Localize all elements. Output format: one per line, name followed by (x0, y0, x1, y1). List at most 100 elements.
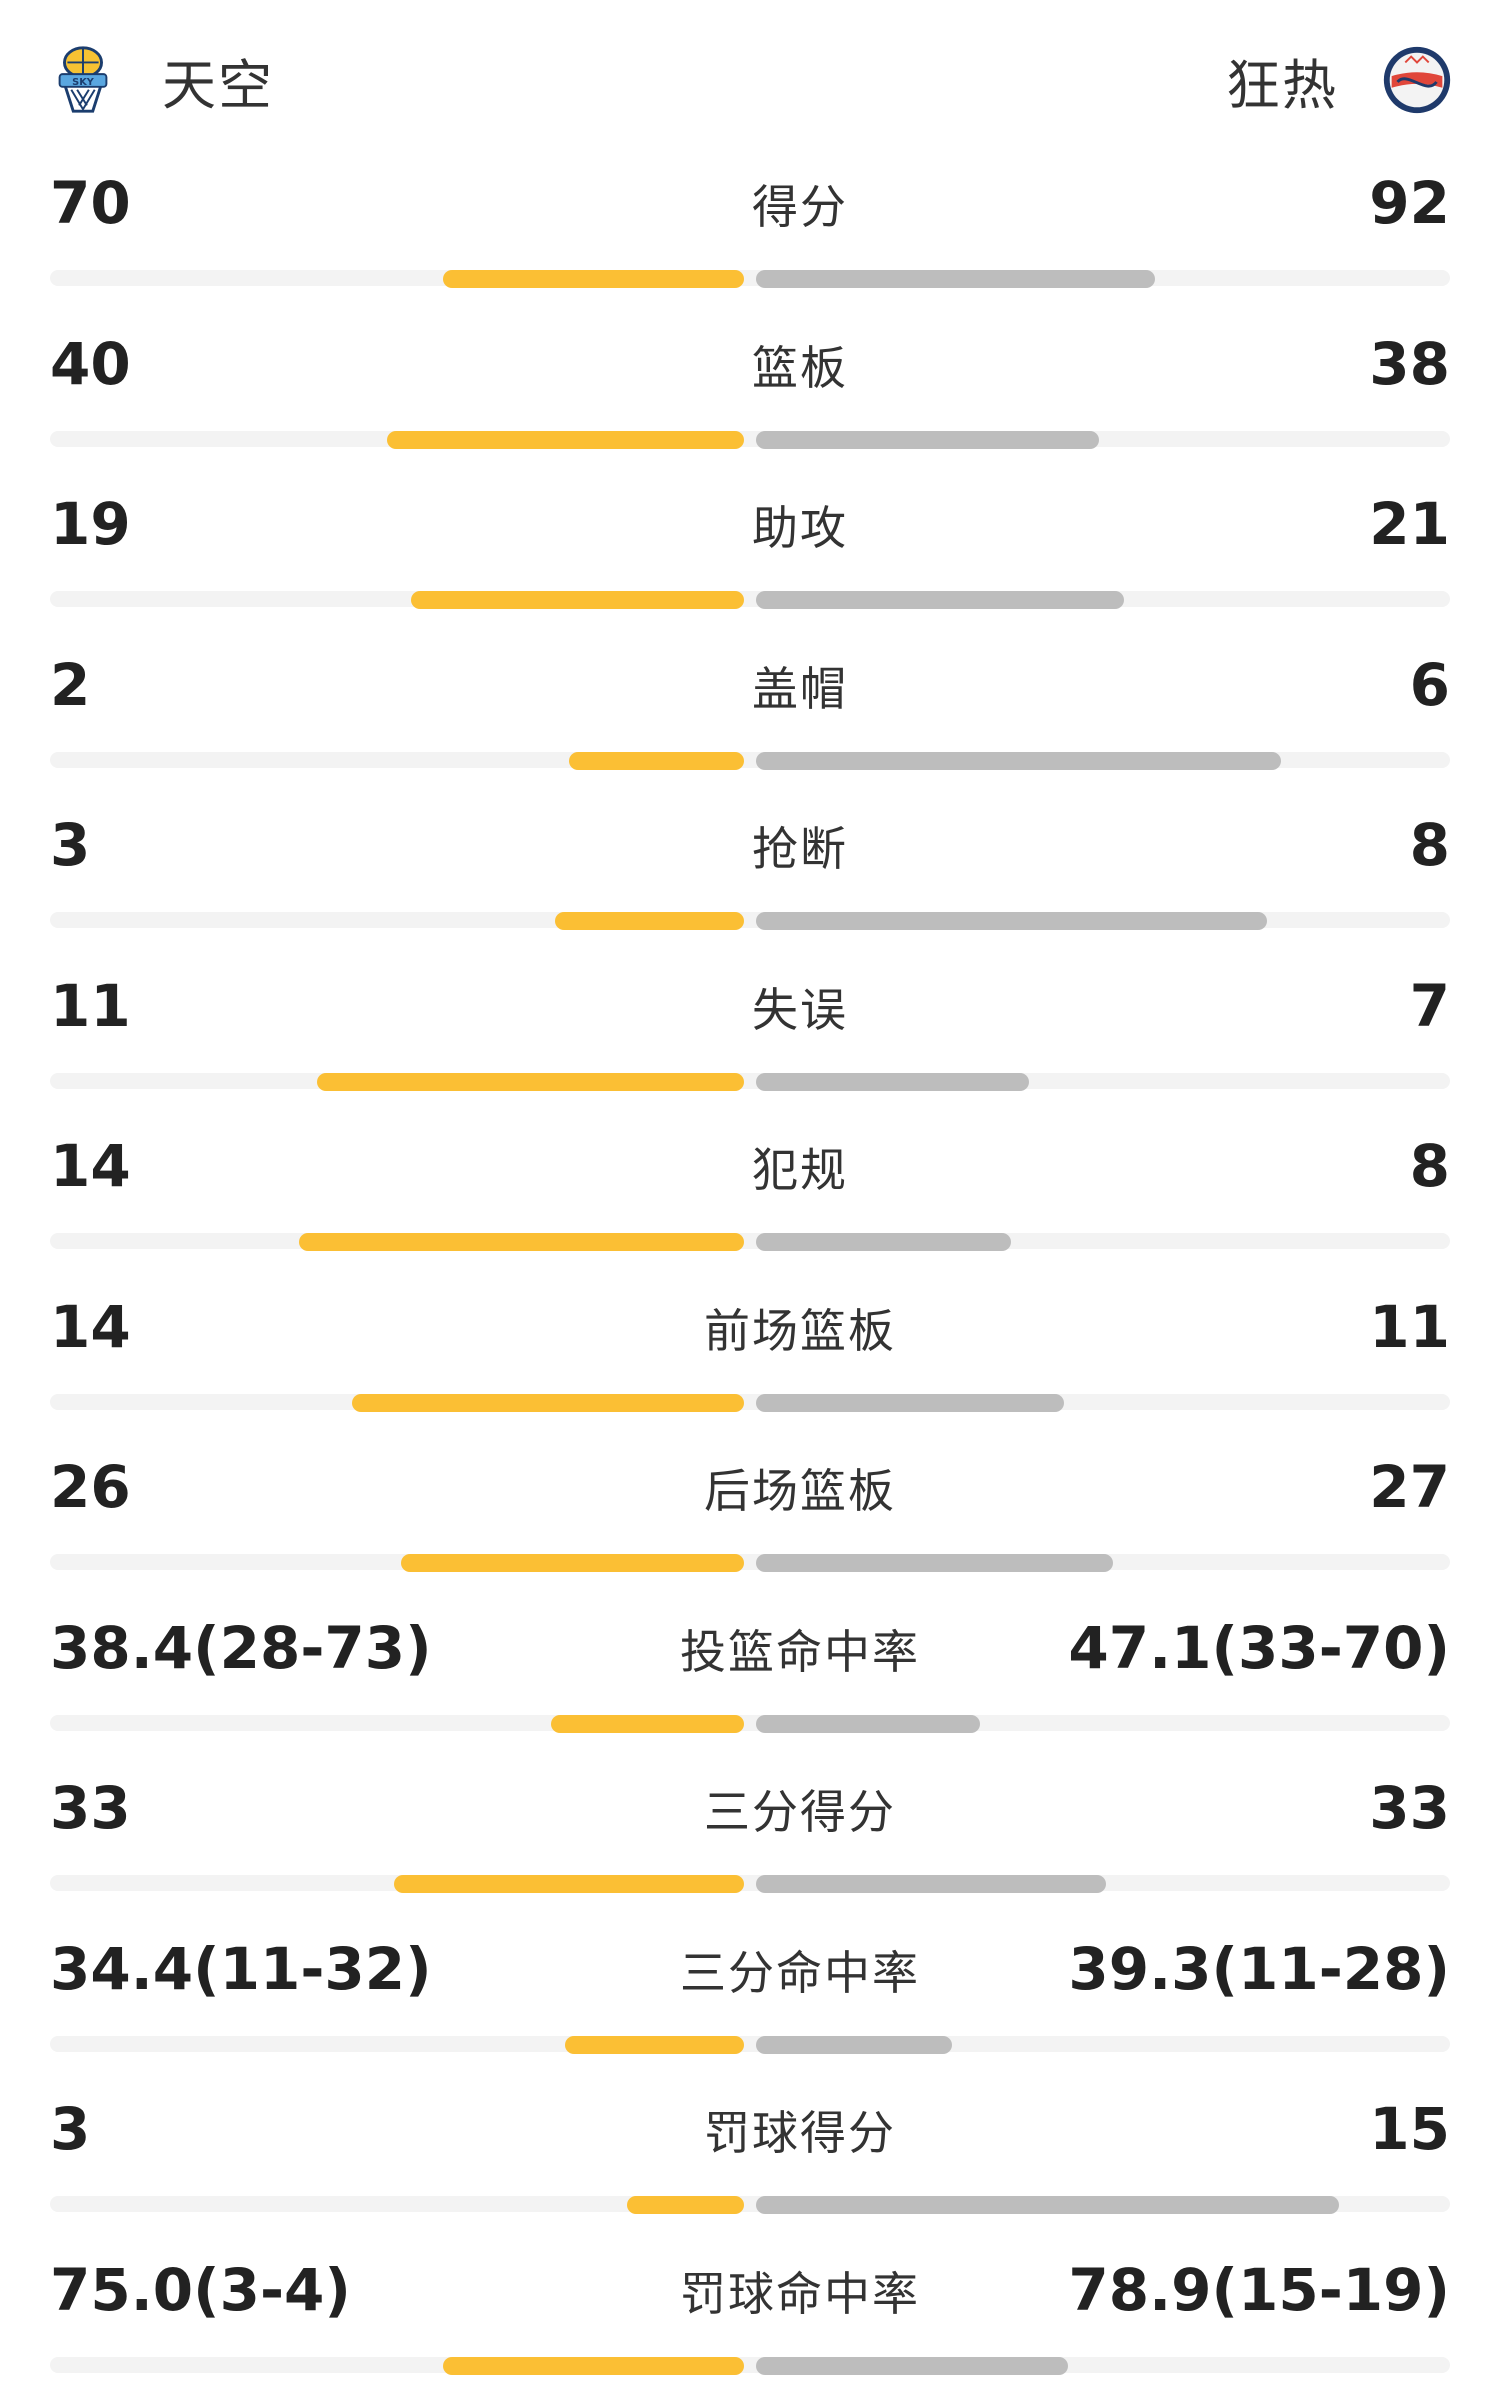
home-stat-bar (299, 1233, 744, 1251)
home-stat-bar (317, 1072, 744, 1091)
stat-row: 33 三分得分 33 (50, 1753, 1450, 1913)
stat-row: 70 得分 92 (50, 148, 1450, 308)
home-stat-value: 33 (50, 1774, 131, 1842)
away-stat-value: 27 (1369, 1453, 1450, 1521)
home-stat-bar (401, 1554, 744, 1572)
home-stat-value: 26 (50, 1453, 131, 1521)
home-stat-value: 3 (50, 2095, 91, 2163)
away-stat-bar (756, 430, 1099, 449)
away-stat-value: 6 (1409, 650, 1450, 719)
away-stat-value: 8 (1409, 811, 1450, 879)
away-stat-bar (756, 1233, 1011, 1251)
home-stat-bar (555, 912, 744, 930)
home-stat-value: 34.4(11-32) (50, 1934, 432, 2003)
stat-row: 19 助攻 21 (50, 469, 1450, 629)
stat-label: 失误 (752, 982, 848, 1037)
away-stat-value: 92 (1369, 169, 1450, 237)
stat-label: 抢断 (752, 822, 848, 876)
away-stat-bar (756, 2196, 1339, 2214)
stat-row: 14 前场篮板 11 (50, 1272, 1450, 1432)
stat-label: 犯规 (752, 1143, 848, 1197)
away-stat-value: 47.1(33-70) (1068, 1613, 1450, 1682)
away-stat-value: 7 (1409, 971, 1450, 1040)
away-stat-bar (756, 1072, 1029, 1091)
away-stat-bar (756, 1393, 1064, 1412)
stat-row: 38.4(28-73) 投篮命中率 47.1(33-70) (50, 1593, 1450, 1753)
stat-label: 得分 (752, 180, 848, 234)
chicago-sky-logo-icon: SKY (58, 46, 108, 113)
stat-row: 26 后场篮板 27 (50, 1432, 1450, 1592)
stat-row: 11 失误 7 (50, 951, 1450, 1111)
stat-bar-track (50, 2035, 1450, 2052)
home-team[interactable]: SKY 天空 (44, 40, 274, 120)
stat-bar-track (50, 270, 1450, 286)
stat-row: 34.4(11-32) 三分命中率 39.3(11-28) (50, 1914, 1450, 2074)
away-stat-bar (756, 1554, 1113, 1572)
home-stat-bar (394, 1875, 744, 1893)
home-stat-value: 11 (50, 971, 131, 1040)
away-team[interactable]: 狂热 (1226, 40, 1456, 120)
away-team-name: 狂热 (1226, 53, 1338, 117)
stat-bar-track (50, 1554, 1450, 1570)
stat-label: 罚球得分 (704, 2106, 896, 2160)
stat-label: 前场篮板 (704, 1303, 896, 1358)
home-stat-bar (443, 2356, 744, 2375)
stat-bar-track (50, 591, 1450, 607)
stat-bar-track (50, 1233, 1450, 1249)
stat-row: 75.0(3-4) 罚球命中率 78.9(15-19) (50, 2235, 1450, 2395)
away-stat-bar (756, 2356, 1068, 2375)
away-stat-value: 33 (1369, 1774, 1450, 1842)
home-stat-value: 14 (50, 1132, 131, 1200)
away-stat-bar (756, 1875, 1106, 1893)
stat-label: 三分得分 (704, 1785, 896, 1839)
home-stat-value: 3 (50, 811, 91, 879)
away-stat-value: 39.3(11-28) (1068, 1934, 1450, 2003)
stat-bar-track (50, 1714, 1450, 1731)
stat-label: 篮板 (752, 340, 848, 395)
home-stat-bar (551, 1714, 744, 1733)
home-stat-value: 70 (50, 169, 131, 237)
stat-bar-track (50, 430, 1450, 447)
away-stat-bar (756, 751, 1281, 770)
away-stat-bar (756, 912, 1267, 930)
away-stat-bar (756, 270, 1155, 288)
stat-row: 40 篮板 38 (50, 309, 1450, 469)
home-stat-bar (352, 1393, 744, 1412)
away-stat-bar (756, 2035, 952, 2054)
away-stat-value: 8 (1409, 1132, 1450, 1200)
home-stat-bar (565, 2035, 744, 2054)
stat-label: 盖帽 (752, 661, 848, 716)
stat-label: 后场篮板 (704, 1464, 896, 1518)
home-stat-bar (443, 270, 744, 288)
home-stat-bar (627, 2196, 744, 2214)
home-stat-value: 19 (50, 490, 131, 558)
away-stat-value: 11 (1369, 1292, 1450, 1361)
home-stat-value: 2 (50, 650, 91, 719)
home-stat-bar (411, 591, 744, 609)
stat-row: 2 盖帽 6 (50, 630, 1450, 790)
home-stat-value: 38.4(28-73) (50, 1613, 432, 1682)
home-stat-value: 14 (50, 1292, 131, 1361)
home-stat-bar (569, 751, 744, 770)
stat-row: 3 罚球得分 15 (50, 2074, 1450, 2234)
stat-label: 罚球命中率 (680, 2266, 920, 2321)
stat-label: 投篮命中率 (680, 1624, 920, 1679)
away-stat-value: 21 (1369, 490, 1450, 558)
stat-bar-track (50, 1393, 1450, 1410)
stat-row: 14 犯规 8 (50, 1111, 1450, 1271)
away-stat-value: 15 (1369, 2095, 1450, 2163)
away-stat-bar (756, 591, 1124, 609)
indiana-fever-logo-icon (1383, 46, 1451, 114)
home-team-name: 天空 (162, 53, 274, 117)
svg-text:SKY: SKY (72, 77, 95, 88)
away-stat-value: 38 (1369, 329, 1450, 398)
stat-bar-track (50, 1875, 1450, 1891)
stat-row: 3 抢断 8 (50, 790, 1450, 950)
stat-label: 三分命中率 (680, 1945, 920, 2000)
team-header: SKY 天空 狂热 (0, 0, 1500, 160)
home-stat-bar (387, 430, 744, 449)
stat-bar-track (50, 1072, 1450, 1089)
stat-bar-track (50, 2356, 1450, 2373)
home-stat-value: 75.0(3-4) (50, 2255, 351, 2324)
home-stat-value: 40 (50, 329, 131, 398)
